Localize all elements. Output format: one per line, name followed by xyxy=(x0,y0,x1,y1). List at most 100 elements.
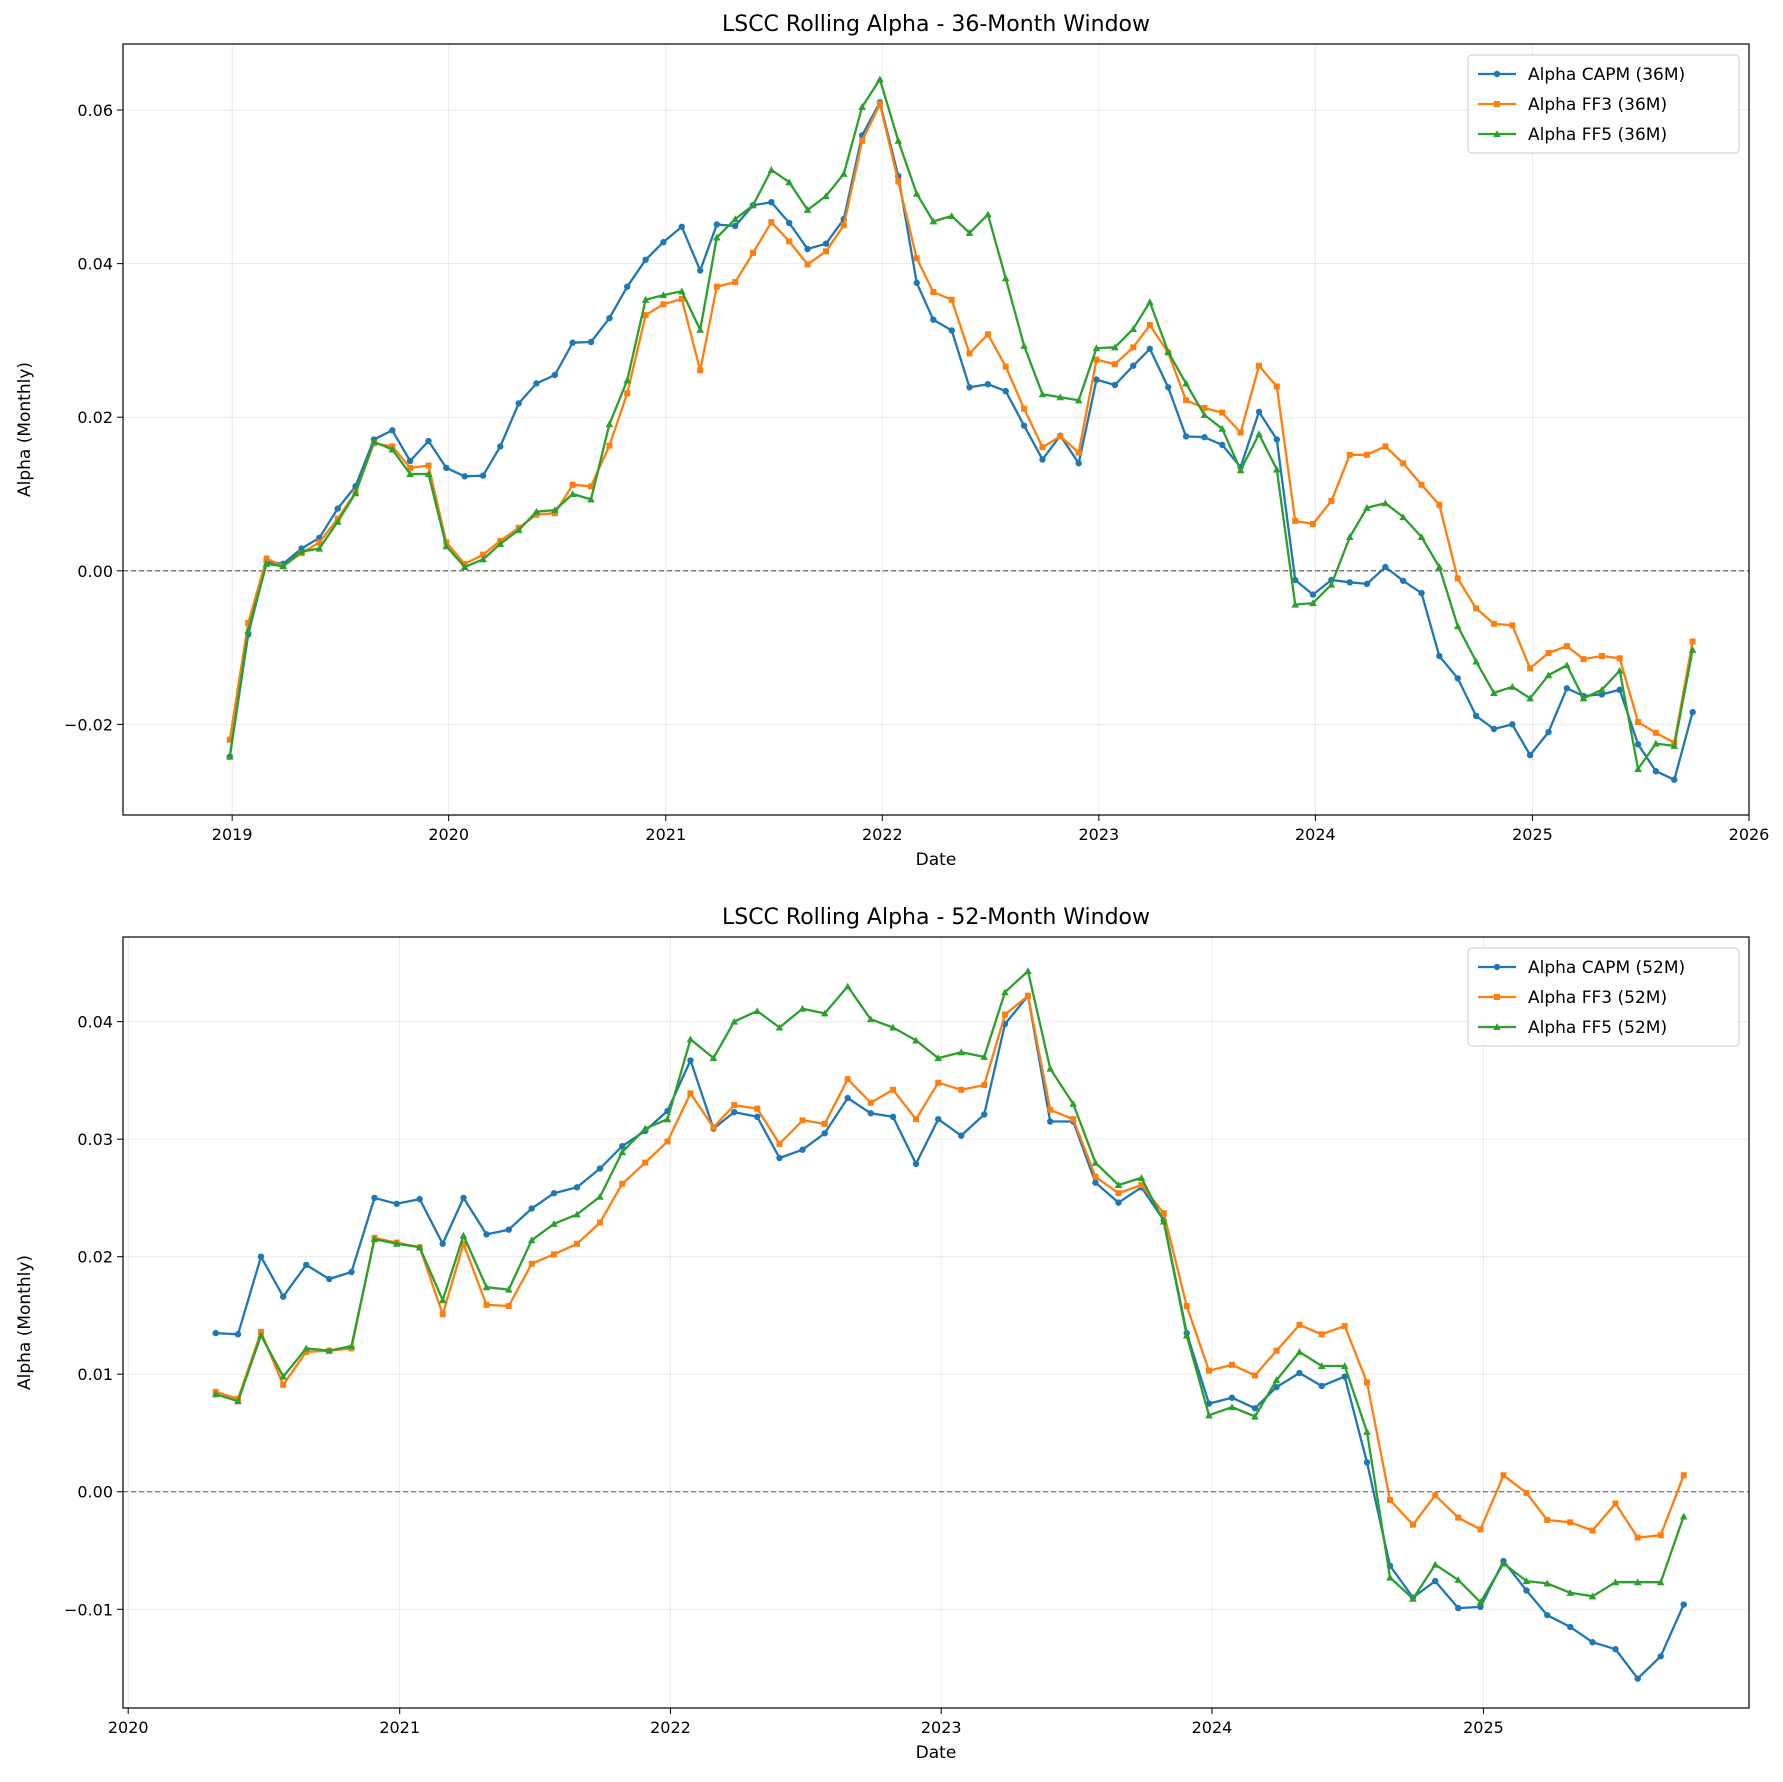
data-point xyxy=(551,510,558,517)
data-point xyxy=(929,217,938,225)
data-point xyxy=(1689,708,1696,716)
data-point xyxy=(776,1140,783,1147)
data-point xyxy=(1115,1199,1122,1206)
data-point xyxy=(1114,1181,1123,1189)
data-point xyxy=(325,1346,334,1354)
data-point xyxy=(660,301,667,308)
data-point xyxy=(1656,1578,1665,1586)
data-point xyxy=(1563,685,1571,692)
data-point xyxy=(1111,343,1119,351)
data-point xyxy=(659,291,668,299)
data-point xyxy=(257,1331,265,1339)
data-point xyxy=(820,1009,829,1017)
data-point xyxy=(443,464,450,472)
data-point xyxy=(596,1192,604,1200)
data-point xyxy=(1671,776,1678,783)
data-point xyxy=(1382,563,1389,571)
data-point xyxy=(913,279,920,287)
data-point xyxy=(1417,533,1426,541)
data-point xyxy=(1523,1587,1530,1594)
data-point xyxy=(958,1086,965,1093)
data-point xyxy=(1409,1521,1416,1528)
data-point xyxy=(822,240,830,247)
data-point xyxy=(1115,1190,1122,1197)
data-point xyxy=(713,283,720,290)
data-point xyxy=(1418,589,1425,597)
data-point xyxy=(568,490,577,498)
data-point xyxy=(1146,345,1154,353)
data-point xyxy=(425,462,432,469)
data-point xyxy=(1138,1181,1145,1188)
data-point xyxy=(1228,1403,1236,1411)
data-point xyxy=(958,1132,965,1139)
data-point xyxy=(226,736,233,743)
data-point xyxy=(606,314,613,322)
data-point xyxy=(1039,456,1046,463)
data-point xyxy=(1111,381,1119,389)
data-point xyxy=(1346,579,1353,586)
data-point xyxy=(606,442,613,449)
data-point xyxy=(1291,600,1299,608)
data-point xyxy=(799,1146,806,1153)
data-point xyxy=(1328,497,1335,504)
x-tick-label: 2019 xyxy=(212,825,253,844)
data-point xyxy=(1633,1578,1642,1586)
data-point xyxy=(624,283,631,290)
data-point xyxy=(504,1285,513,1293)
data-point xyxy=(1381,499,1390,507)
data-point xyxy=(660,238,667,246)
data-point xyxy=(1490,725,1498,733)
data-point xyxy=(388,445,397,453)
data-point xyxy=(935,1079,942,1086)
data-point xyxy=(754,1105,761,1112)
data-point xyxy=(1652,768,1660,775)
data-point xyxy=(442,542,451,550)
data-point xyxy=(966,350,973,357)
data-point xyxy=(803,206,812,213)
data-point xyxy=(303,1348,310,1355)
data-point xyxy=(844,1094,851,1102)
data-point xyxy=(212,1329,219,1337)
data-point xyxy=(1490,620,1497,627)
data-point xyxy=(406,457,414,465)
data-point xyxy=(257,1253,265,1260)
data-point xyxy=(1111,361,1118,368)
data-point xyxy=(1545,728,1552,736)
data-point xyxy=(1047,1118,1054,1125)
y-tick-label: 0.06 xyxy=(77,101,113,120)
data-point xyxy=(913,255,920,262)
data-point xyxy=(1680,1601,1687,1608)
data-point xyxy=(225,752,234,760)
data-point xyxy=(1679,1512,1688,1520)
data-point xyxy=(1074,396,1083,404)
data-point xyxy=(1616,655,1623,662)
data-point xyxy=(1544,1611,1551,1619)
data-point xyxy=(234,1331,242,1338)
data-point xyxy=(1093,356,1100,363)
data-point xyxy=(822,248,829,255)
data-point xyxy=(948,327,955,334)
data-point xyxy=(1567,1519,1574,1526)
series-line xyxy=(215,994,1685,1539)
series-line xyxy=(228,78,1694,771)
data-point xyxy=(844,1076,851,1083)
data-point xyxy=(1236,466,1245,474)
data-point xyxy=(1341,1323,1348,1330)
data-point xyxy=(1219,441,1226,449)
legend-swatch-marker xyxy=(1493,70,1501,78)
data-point xyxy=(1160,1210,1167,1217)
data-point xyxy=(1670,742,1679,749)
y-tick-label: 0.00 xyxy=(77,1483,113,1502)
data-point xyxy=(1340,1362,1349,1370)
data-point xyxy=(1526,694,1534,702)
data-point xyxy=(1345,533,1354,541)
data-point xyxy=(348,1268,355,1276)
y-tick-label: 0.03 xyxy=(77,1130,113,1149)
data-point xyxy=(1047,1106,1054,1113)
data-point xyxy=(678,287,686,295)
data-point xyxy=(573,1210,581,1218)
data-point xyxy=(912,1116,919,1123)
legend-label: Alpha FF5 (52M) xyxy=(1528,1018,1667,1038)
data-point xyxy=(1580,656,1587,663)
data-point xyxy=(1477,1603,1484,1611)
